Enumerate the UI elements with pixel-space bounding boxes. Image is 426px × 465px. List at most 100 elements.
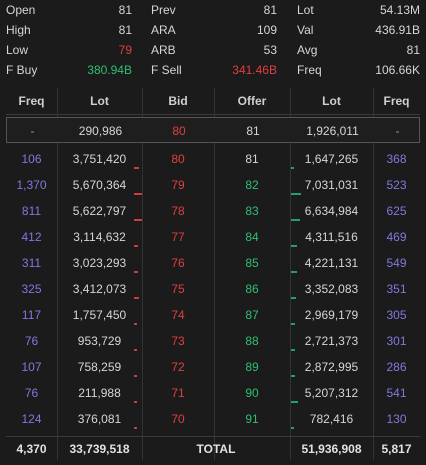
bid-freq: 325 bbox=[21, 282, 42, 296]
summary-label-low: Low bbox=[6, 43, 29, 57]
offer-volume-marker bbox=[291, 323, 296, 325]
total-offer-lot: 51,936,908 bbox=[301, 442, 362, 456]
bid-freq: 76 bbox=[24, 334, 39, 348]
bid-price: 70 bbox=[171, 412, 185, 426]
order-book-row[interactable]: 124 376,081 70 91 782,416 130 bbox=[6, 406, 420, 432]
header-bid-freq: Freq bbox=[18, 94, 45, 108]
bid-lot: 953,729 bbox=[77, 334, 122, 348]
offer-freq: 523 bbox=[386, 178, 407, 192]
summary-value-f-sell: 341.46B bbox=[232, 63, 277, 77]
offer-lot: 782,416 bbox=[309, 412, 354, 426]
bid-price: 72 bbox=[171, 360, 185, 374]
summary-value-val: 436.91B bbox=[375, 23, 420, 37]
offer-freq: 549 bbox=[386, 256, 407, 270]
order-book-row[interactable]: 325 3,412,073 75 86 3,352,083 351 bbox=[6, 276, 420, 302]
offer-volume-marker bbox=[291, 297, 296, 299]
offer-freq: 351 bbox=[386, 282, 407, 296]
bid-price: 80 bbox=[172, 124, 186, 138]
order-book-row[interactable]: 76 953,729 73 88 2,721,373 301 bbox=[6, 328, 420, 354]
column-divider bbox=[142, 88, 143, 460]
order-book-row[interactable]: 1,370 5,670,364 79 82 7,031,031 523 bbox=[6, 172, 420, 198]
bid-lot: 5,670,364 bbox=[72, 178, 127, 192]
summary-row: Low 79 ARB 53 Avg 81 bbox=[0, 41, 426, 60]
bid-freq: 811 bbox=[21, 204, 42, 218]
bid-volume-marker bbox=[134, 193, 143, 195]
order-book-row[interactable]: 106 3,751,420 80 81 1,647,265 368 bbox=[6, 146, 420, 172]
header-offer-lot: Lot bbox=[322, 94, 341, 108]
order-book-row[interactable]: 117 1,757,450 74 87 2,969,179 305 bbox=[6, 302, 420, 328]
bid-lot: 3,751,420 bbox=[72, 152, 127, 166]
offer-volume-marker bbox=[291, 219, 301, 221]
summary-label-avg: Avg bbox=[297, 43, 318, 57]
bid-freq: 124 bbox=[21, 412, 42, 426]
offer-freq: 625 bbox=[386, 204, 407, 218]
bid-lot: 758,259 bbox=[77, 360, 122, 374]
bid-lot: 1,757,450 bbox=[72, 308, 127, 322]
bid-price: 79 bbox=[171, 178, 185, 192]
bid-price: 76 bbox=[171, 256, 185, 270]
offer-volume-marker bbox=[291, 193, 301, 195]
bid-freq: 1,370 bbox=[16, 178, 47, 192]
offer-lot: 4,311,516 bbox=[305, 230, 358, 244]
bid-volume-marker bbox=[134, 219, 142, 221]
bid-lot: 5,622,797 bbox=[72, 204, 127, 218]
offer-price: 88 bbox=[245, 334, 259, 348]
bid-volume-marker bbox=[134, 245, 139, 247]
summary-label-high: High bbox=[6, 23, 31, 37]
bid-lot: 211,988 bbox=[78, 386, 121, 400]
bid-volume-marker bbox=[134, 271, 139, 273]
offer-volume-marker bbox=[291, 401, 299, 403]
summary-label-lot: Lot bbox=[297, 3, 314, 17]
bid-lot: 290,986 bbox=[78, 124, 123, 138]
offer-freq: 130 bbox=[386, 412, 407, 426]
summary-value-f-buy: 380.94B bbox=[87, 63, 132, 77]
summary-value-open: 81 bbox=[118, 3, 132, 17]
bid-lot: 3,023,293 bbox=[72, 256, 127, 270]
bid-freq: 117 bbox=[21, 308, 42, 322]
offer-freq: 469 bbox=[386, 230, 407, 244]
header-bid-lot: Lot bbox=[90, 94, 109, 108]
header-bid-price: Bid bbox=[168, 94, 188, 108]
bid-price: 74 bbox=[171, 308, 185, 322]
order-book-row[interactable]: 811 5,622,797 78 83 6,634,984 625 bbox=[6, 198, 420, 224]
column-divider bbox=[214, 88, 215, 460]
bid-freq: - bbox=[30, 124, 35, 138]
offer-lot: 1,926,011 bbox=[306, 124, 359, 138]
quote-summary: Open 81 Prev 81 Lot 54.13M High 81 ARA 109 Val 436.… bbox=[0, 0, 426, 84]
offer-lot: 6,634,984 bbox=[304, 204, 359, 218]
bid-volume-marker bbox=[134, 427, 137, 429]
offer-lot: 7,031,031 bbox=[304, 178, 359, 192]
bid-price: 75 bbox=[171, 282, 185, 296]
order-book-row[interactable]: 412 3,114,632 77 84 4,311,516 469 bbox=[6, 224, 420, 250]
bid-volume-marker bbox=[134, 375, 137, 377]
offer-volume-marker bbox=[291, 375, 296, 377]
summary-value-freq: 106.66K bbox=[375, 63, 420, 77]
summary-label-arb: ARB bbox=[151, 43, 176, 57]
prev-close-row[interactable]: - 290,986 80 81 1,926,011 - bbox=[6, 117, 420, 143]
offer-freq: - bbox=[395, 124, 400, 138]
order-book-row[interactable]: 107 758,259 72 89 2,872,995 286 bbox=[6, 354, 420, 380]
summary-value-lot: 54.13M bbox=[379, 3, 420, 17]
order-book-row[interactable]: 76 211,988 71 90 5,207,312 541 bbox=[6, 380, 420, 406]
bid-volume-marker bbox=[134, 323, 137, 325]
bid-price: 71 bbox=[171, 386, 185, 400]
bid-volume-marker bbox=[134, 297, 139, 299]
summary-label-prev: Prev bbox=[151, 3, 176, 17]
offer-price: 86 bbox=[245, 282, 259, 296]
total-bid-lot: 33,739,518 bbox=[69, 442, 130, 456]
order-book: Freq Lot Bid Offer Lot Freq - 290,986 80 81 1,926… bbox=[6, 88, 420, 460]
order-book-row[interactable]: 311 3,023,293 76 85 4,221,131 549 bbox=[6, 250, 420, 276]
offer-volume-marker bbox=[291, 427, 294, 429]
summary-value-avg: 81 bbox=[406, 43, 420, 57]
total-offer-freq: 5,817 bbox=[381, 442, 412, 456]
offer-volume-marker bbox=[291, 245, 298, 247]
offer-freq: 286 bbox=[386, 360, 407, 374]
bid-price: 80 bbox=[171, 152, 185, 166]
offer-freq: 305 bbox=[386, 308, 407, 322]
summary-row: Open 81 Prev 81 Lot 54.13M bbox=[0, 1, 426, 20]
offer-freq: 301 bbox=[386, 334, 407, 348]
bid-volume-marker bbox=[134, 349, 137, 351]
header-offer-freq: Freq bbox=[383, 94, 410, 108]
offer-price: 81 bbox=[246, 124, 260, 138]
offer-price: 83 bbox=[245, 204, 259, 218]
